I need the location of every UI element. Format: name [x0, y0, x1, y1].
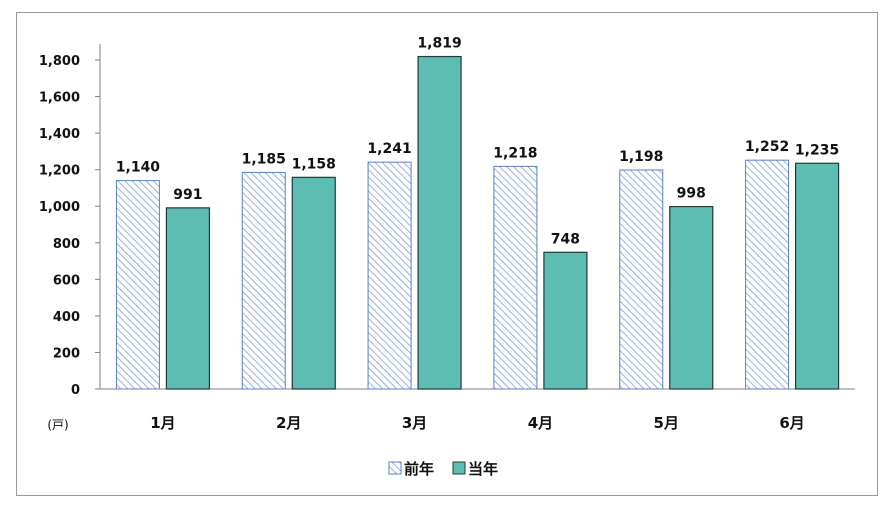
- bar-prev-year: [241, 171, 286, 390]
- legend: 前年 当年: [388, 460, 498, 478]
- x-tick-label: 1月: [150, 414, 175, 432]
- x-tick-label: 2月: [276, 414, 301, 432]
- bars: [115, 55, 840, 390]
- bar-prev-year: [619, 169, 664, 390]
- bar-prev-year: [115, 180, 160, 390]
- y-tick-label: 1,600: [39, 91, 80, 106]
- data-label-prev-year: 1,198: [619, 149, 663, 165]
- data-label-current-year: 1,158: [292, 156, 336, 172]
- x-axis: 1月 2月 3月 4月 5月 6月: [100, 388, 855, 432]
- data-label-current-year: 748: [551, 231, 580, 247]
- bar-prev-year: [745, 159, 790, 390]
- data-labels: 1,140 991 1,185 1,158 1,241 1,819 1,218 748 1,19…: [116, 36, 839, 248]
- legend-swatch-current-year: [452, 461, 466, 475]
- data-label-prev-year: 1,252: [745, 139, 789, 155]
- bar-current-year: [543, 251, 588, 390]
- data-label-prev-year: 1,218: [493, 145, 537, 161]
- bar-current-year: [669, 205, 714, 390]
- y-tick-label: 1,200: [39, 164, 80, 179]
- y-tick-label: 0: [71, 383, 80, 398]
- x-tick-label: 6月: [779, 414, 804, 432]
- data-label-current-year: 1,235: [795, 142, 839, 158]
- data-label-prev-year: 1,140: [116, 160, 161, 176]
- x-tick-label: 3月: [402, 414, 427, 432]
- data-label-prev-year: 1,185: [242, 151, 286, 167]
- data-label-current-year: 1,819: [417, 36, 461, 52]
- bar-current-year: [417, 55, 462, 390]
- legend-label-current-year: 当年: [468, 460, 498, 478]
- y-axis: 0 200 400 600 800 1,000 1,200 1,400 1,600 1,800: [39, 44, 101, 398]
- y-tick-label: 1,400: [39, 127, 80, 142]
- y-unit-label: (戸): [47, 418, 68, 432]
- y-tick-label: 600: [53, 273, 80, 288]
- bar-current-year: [291, 176, 336, 390]
- data-label-current-year: 998: [677, 186, 706, 202]
- y-tick-label: 400: [53, 310, 80, 325]
- y-tick-label: 200: [53, 346, 80, 361]
- bar-current-year: [165, 207, 211, 390]
- bar-current-year: [794, 162, 840, 390]
- data-label-current-year: 991: [173, 187, 202, 203]
- y-tick-label: 800: [53, 237, 80, 252]
- legend-label-prev-year: 前年: [404, 460, 434, 478]
- x-tick-label: 5月: [654, 414, 679, 432]
- legend-swatch-prev-year: [388, 461, 402, 475]
- y-tick-label: 1,000: [39, 200, 80, 215]
- bar-prev-year: [493, 165, 538, 390]
- y-tick-label: 1,800: [39, 54, 80, 69]
- data-label-prev-year: 1,241: [367, 141, 411, 157]
- x-tick-label: 4月: [528, 414, 553, 432]
- bar-prev-year: [367, 161, 412, 390]
